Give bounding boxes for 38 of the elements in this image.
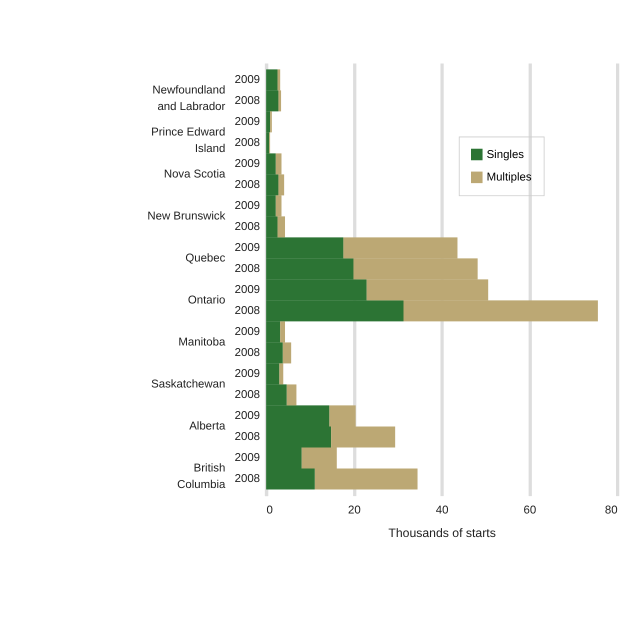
text: Saskatchewan (151, 378, 226, 391)
y-tick-label: 2008 (234, 389, 260, 402)
text: Prince Edward Island (151, 126, 226, 155)
x-axis-title: Thousands of starts (388, 526, 496, 540)
y-tick-label: 2009 (234, 116, 260, 128)
y-tick-label: 2008 (234, 137, 260, 150)
x-tick-label: 20 (348, 504, 361, 516)
legend-label: Singles (486, 148, 524, 161)
text: Nova Scotia (164, 168, 226, 181)
x-tick-label: 0 (266, 504, 273, 516)
y-tick-label: 2009 (234, 74, 260, 86)
y-tick-label: 2008 (234, 473, 260, 486)
y-tick-label: 2008 (234, 347, 260, 360)
legend-label: Multiples (486, 172, 532, 184)
y-tick-label: 2009 (234, 452, 260, 464)
x-tick-label: 60 (524, 504, 536, 516)
text: British Columbia (177, 462, 226, 492)
y-tick-label: 2008 (234, 95, 260, 108)
y-tick-label: 2008 (234, 221, 260, 234)
y-tick-label: 2008 (234, 431, 260, 444)
y-tick-label: 2009 (234, 368, 260, 380)
y-tick-label: 2008 (234, 263, 260, 276)
y-tick-label: 2009 (234, 158, 260, 170)
y-tick-label: 2009 (234, 326, 260, 338)
y-tick-label: 2009 (234, 242, 260, 254)
y-tick-label: 2009 (234, 200, 260, 212)
y-tick-label: 2009 (234, 410, 260, 422)
text: Quebec (185, 252, 226, 265)
x-tick-label: 80 (604, 504, 618, 516)
y-tick-label: 2008 (234, 179, 260, 192)
text: Ontario (188, 294, 226, 307)
text: Newfoundland and Labrador (152, 84, 226, 113)
text: Alberta (189, 420, 226, 433)
text: New Brunswick (147, 210, 226, 223)
y-tick-label: 2009 (234, 284, 260, 296)
y-tick-label: 2008 (234, 305, 260, 318)
text: Manitoba (178, 336, 226, 349)
x-tick-label: 40 (436, 504, 448, 516)
